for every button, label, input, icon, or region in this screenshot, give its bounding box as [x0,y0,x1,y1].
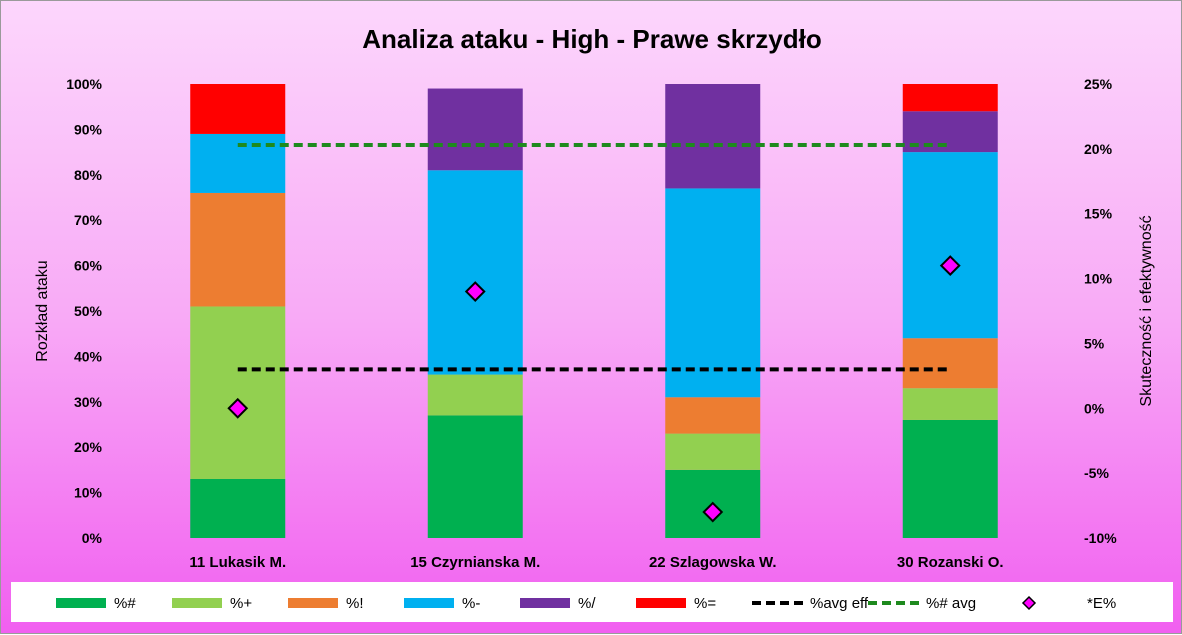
y2-tick-label: -10% [1084,530,1117,546]
marker-point [702,501,724,523]
y2-axis-ticks: -10% -5% 0% 5% 10% 15% 20% 25% [1084,76,1117,546]
category-labels: 11 Lukasik M. 15 Czyrnianska M. 22 Szlagow… [189,554,1003,571]
bar-segment [427,88,523,171]
markers [227,255,961,523]
legend-label: %= [694,595,716,612]
y2-tick-label: 20% [1084,141,1113,157]
y-tick-label: 80% [74,167,103,183]
bar-segment [902,419,998,538]
marker-point [464,281,486,302]
bar-segment [427,374,523,416]
bar-segment [665,433,761,470]
legend-label: %# avg [926,595,976,612]
reference-lines [237,142,951,372]
category-label: 30 Rozanski O. [897,554,1004,571]
y2-tick-label: 10% [1084,271,1113,287]
bar-segment [190,478,286,538]
bar-segment [665,84,761,189]
y2-axis-title: Skuteczność i efektywność [1138,215,1155,406]
y-tick-label: 90% [74,121,103,137]
y2-tick-label: 0% [1084,400,1105,416]
legend-swatch [288,598,338,608]
bar-segment [190,192,286,307]
bar-segment [902,84,998,112]
legend-swatch [520,598,570,608]
bar-segment [665,188,761,398]
y2-tick-label: -5% [1084,465,1109,481]
legend-label: %/ [578,595,596,612]
legend-label: %avg eff [810,595,869,612]
y-tick-label: 20% [74,439,103,455]
y-tick-label: 0% [82,530,103,546]
legend-swatch [636,598,686,608]
chart-title: Analiza ataku - High - Prawe skrzydło [362,24,821,54]
legend: %# %+%! %- %/ %= %avg eff %# avg *E% [56,595,1116,612]
legend-swatch [404,598,454,608]
y2-tick-label: 25% [1084,76,1113,92]
y-tick-label: 70% [74,212,103,228]
y2-tick-label: 15% [1084,206,1113,222]
y2-tick-label: 5% [1084,335,1105,351]
legend-swatch [1021,595,1037,611]
category-label: 11 Lukasik M. [189,554,286,571]
y-axis-title: Rozkład ataku [34,260,51,361]
y-tick-label: 30% [74,394,103,410]
legend-swatch [172,598,222,608]
category-label: 15 Czyrnianska M. [410,554,540,571]
legend-label: *E% [1087,595,1116,612]
y-axis-ticks: 0% 10% 20% 30% 40% 50% 60% 70% 80% 90% 100% [66,76,102,546]
legend-label: %+ [230,595,252,612]
bar-segment [902,152,998,339]
bar-segment [190,133,286,193]
bar-segment [427,170,523,375]
y-tick-label: 100% [66,76,102,92]
y-tick-label: 10% [74,485,103,501]
bar-segment [902,338,998,389]
bar-segment [665,397,761,434]
bar-segment [190,306,286,479]
bar-segment [902,388,998,420]
legend-swatch [56,598,106,608]
bars [190,84,998,538]
y-tick-label: 60% [74,258,103,274]
marker-point [227,397,249,419]
y-tick-label: 50% [74,303,103,319]
marker-point [939,255,961,277]
bar-segment [190,84,286,134]
legend-label: %! [346,595,364,612]
bar-segment [427,415,523,538]
y-tick-label: 40% [74,348,103,364]
category-label: 22 Szlagowska W. [649,554,777,571]
legend-label: %- [462,595,480,612]
legend-label: %# [114,595,136,612]
